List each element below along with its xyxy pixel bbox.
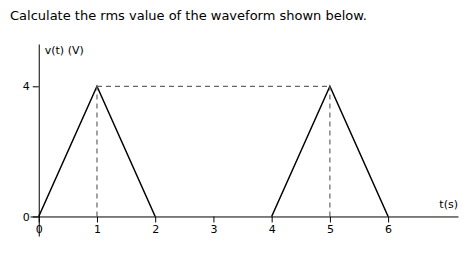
tick: 4	[269, 216, 276, 236]
waveform-line	[272, 86, 388, 216]
dashed-line	[97, 86, 330, 87]
x-axis: 0123456	[31, 216, 459, 236]
dashed-line	[96, 86, 97, 216]
chart: 0 1 2 3 4 5 6 04 Calculate the rms value of the …	[0, 0, 474, 260]
x-axis-label: t(s)	[439, 198, 458, 211]
y-axis: 04	[23, 45, 40, 237]
tick-mark	[33, 216, 39, 217]
tick-mark	[388, 216, 389, 222]
tick-label: 1	[94, 223, 101, 236]
tick-mark	[213, 216, 214, 222]
tick: 6	[385, 216, 392, 236]
axis-line	[31, 216, 459, 217]
tick: 4	[23, 80, 39, 93]
tick-mark	[330, 216, 331, 222]
tick-label: 6	[385, 223, 392, 236]
tick-label: 2	[152, 223, 159, 236]
marks	[39, 86, 388, 216]
tick: 3	[210, 216, 217, 236]
tick-mark	[97, 216, 98, 222]
tick: 0	[23, 210, 39, 223]
waveform-line	[39, 86, 155, 216]
tick-label: 0	[23, 210, 30, 223]
tick: 2	[152, 216, 159, 236]
dashed-line	[329, 86, 330, 216]
tick-label: 3	[210, 223, 217, 236]
tick-mark	[33, 86, 39, 87]
tick-mark	[272, 216, 273, 222]
tick-label: 4	[23, 80, 30, 93]
tick: 5	[327, 216, 334, 236]
tick-label: 5	[327, 223, 334, 236]
title: Calculate the rms value of the waveform …	[10, 8, 367, 23]
y-axis-label: v(t) (V)	[45, 44, 84, 57]
tick: 1	[94, 216, 101, 236]
tick-label: 4	[269, 223, 276, 236]
tick-mark	[155, 216, 156, 222]
axis-line	[39, 45, 40, 237]
